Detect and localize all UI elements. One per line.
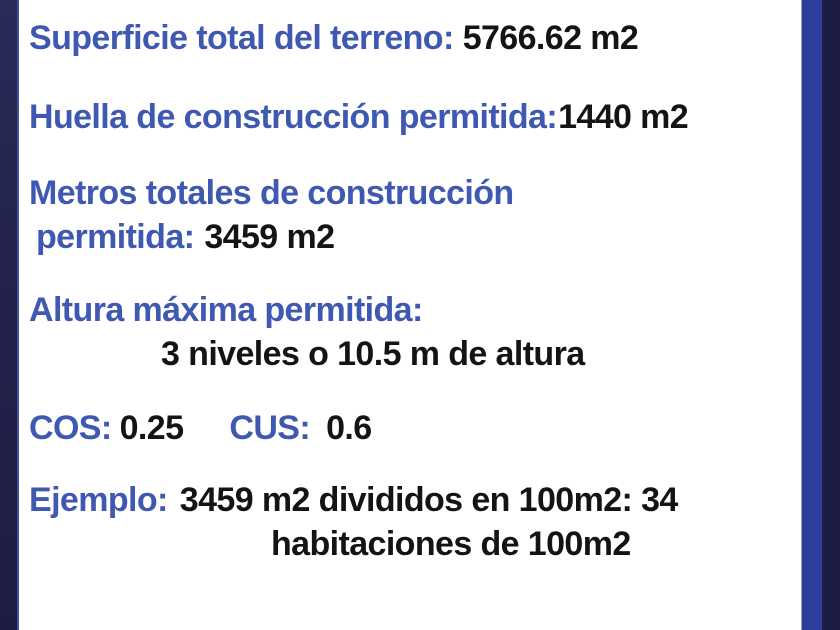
total-construction-label-line1: Metros totales de construcción [29, 174, 514, 212]
cos-value: 0.25 [119, 409, 184, 447]
footprint-label: Huella de construcción permitida: [29, 98, 558, 136]
total-construction-label-line2: permitida: [36, 218, 195, 256]
max-height-value: 3 niveles o 10.5 m de altura [161, 335, 585, 373]
left-border-stripe [0, 0, 19, 630]
example-label: Ejemplo: [29, 481, 168, 519]
total-construction-row: Metros totales de construcción permitida… [29, 171, 801, 259]
property-info-card: Superficie total del terreno: 5766.62 m2 … [19, 0, 801, 630]
right-border-navy-stripe [822, 0, 840, 630]
footprint-row: Huella de construcción permitida:1440 m2 [29, 95, 801, 139]
cus-label: CUS: [229, 409, 311, 447]
max-height-row: Altura máxima permitida: 3 niveles o 10.… [29, 288, 801, 376]
surface-total-label: Superficie total del terreno: [29, 19, 454, 57]
example-value-line2: habitaciones de 100m2 [271, 525, 631, 563]
surface-total-value: 5766.62 m2 [462, 19, 639, 57]
footprint-value: 1440 m2 [558, 98, 689, 136]
example-row: Ejemplo: 3459 m2 divididos en 100m2: 34 h… [29, 478, 801, 566]
cos-label: COS: [29, 409, 112, 447]
example-value-line1: 3459 m2 divididos en 100m2: 34 [179, 481, 679, 519]
surface-total-row: Superficie total del terreno: 5766.62 m2 [29, 16, 801, 60]
max-height-label: Altura máxima permitida: [29, 291, 423, 329]
right-border-blue-stripe [801, 0, 822, 630]
coefficients-row: COS: 0.25 CUS: 0.6 [29, 406, 801, 450]
cus-value: 0.6 [326, 409, 372, 447]
total-construction-value: 3459 m2 [204, 218, 335, 256]
